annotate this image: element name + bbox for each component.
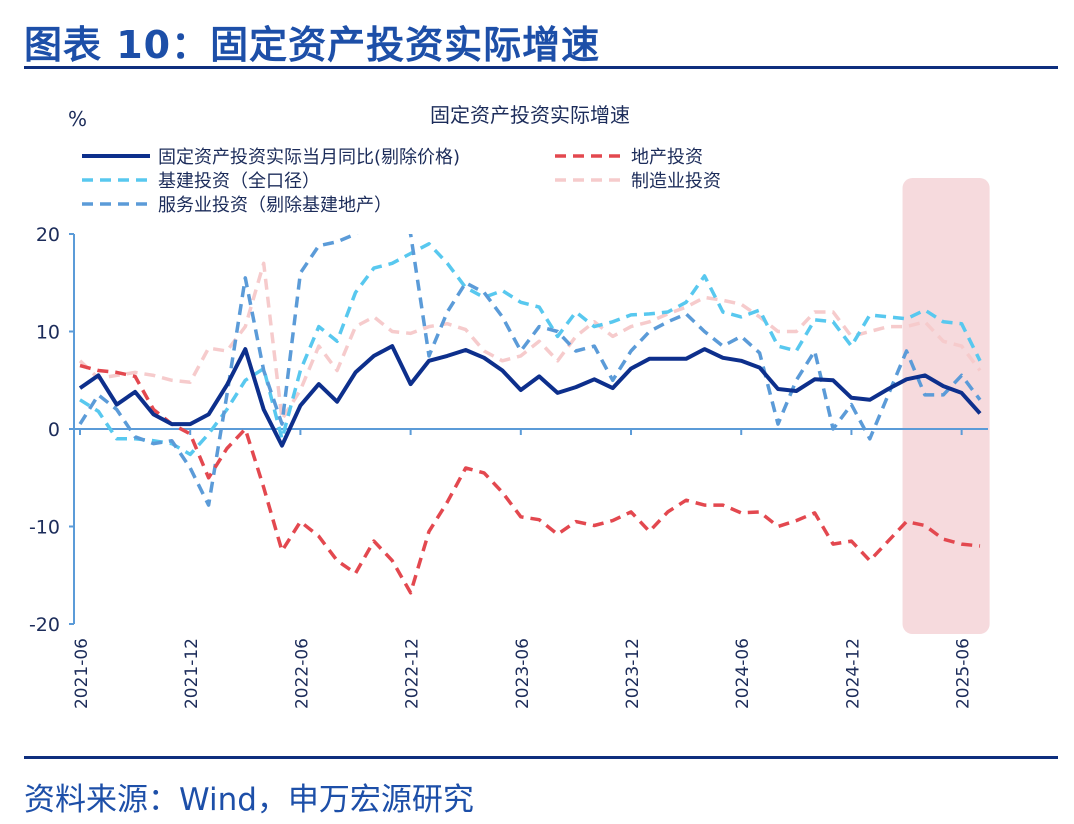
x-tick-label: 2022-06 bbox=[292, 638, 312, 709]
legend-label: 固定资产投资实际当月同比(剔除价格) bbox=[158, 147, 460, 168]
plot-series bbox=[80, 205, 980, 593]
x-tick-label: 2022-12 bbox=[403, 638, 423, 709]
legend-label: 服务业投资（剔除基建地产） bbox=[158, 195, 392, 216]
legend-label: 制造业投资 bbox=[631, 171, 721, 192]
series-line-4 bbox=[80, 205, 980, 505]
x-tick-label: 2021-12 bbox=[182, 638, 202, 709]
legend-label: 基建投资（全口径） bbox=[158, 171, 320, 192]
y-tick-label: 0 bbox=[48, 419, 60, 441]
x-tick-label: 2024-12 bbox=[843, 638, 863, 709]
y-axis: 20 10 0 -10 -20 bbox=[29, 224, 74, 636]
title-underline bbox=[24, 66, 1058, 69]
y-tick-label: -20 bbox=[29, 614, 60, 636]
y-tick-label: 10 bbox=[36, 322, 60, 344]
x-tick-label: 2021-06 bbox=[72, 638, 92, 709]
series-line-0 bbox=[80, 346, 980, 446]
figure-title: 图表 10：固定资产投资实际增速 bbox=[24, 14, 600, 69]
y-tick-label: 20 bbox=[36, 224, 60, 246]
footer-rule bbox=[24, 756, 1058, 759]
x-tick-label: 2023-06 bbox=[513, 638, 533, 709]
line-chart: 固定资产投资实际增速 % 固定资产投资实际当月同比(剔除价格) 地产投资基建投资（… bbox=[0, 70, 1074, 754]
chart-title: 固定资产投资实际增速 bbox=[430, 103, 630, 127]
series-line-1 bbox=[80, 366, 980, 593]
x-tick-label: 2024-06 bbox=[733, 638, 753, 709]
y-axis-unit-label: % bbox=[68, 107, 87, 131]
y-tick-label: -10 bbox=[29, 517, 60, 539]
legend-label: 地产投资 bbox=[631, 147, 703, 168]
x-axis: 2021-06 2021-12 2022-06 2022-12 2023-06 2023-… bbox=[72, 429, 988, 709]
x-tick-label: 2025-06 bbox=[954, 638, 974, 709]
highlight-band bbox=[903, 178, 990, 634]
x-tick-label: 2023-12 bbox=[623, 638, 643, 709]
source-note: 资料来源：Wind，申万宏源研究 bbox=[24, 774, 474, 819]
